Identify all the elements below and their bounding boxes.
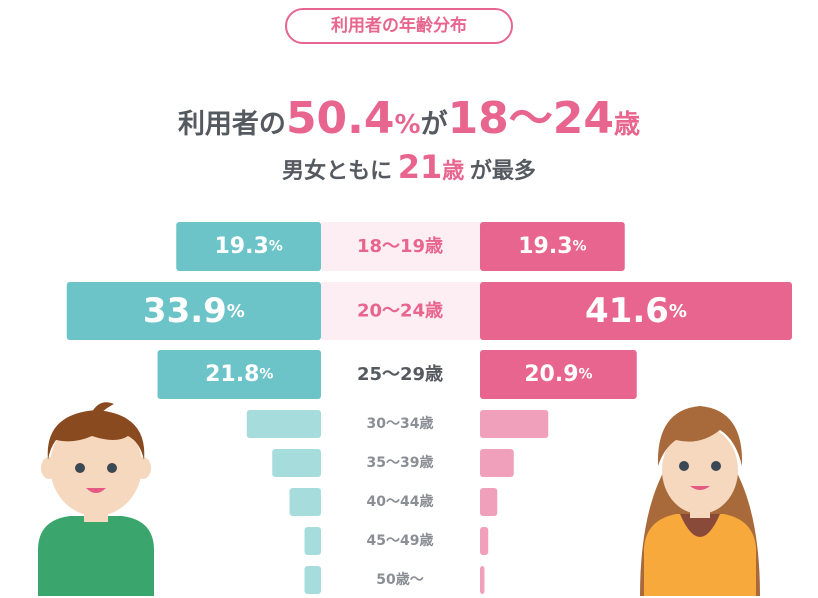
category-label-6: 45〜49歳 bbox=[367, 532, 434, 549]
category-label-4: 35〜39歳 bbox=[367, 454, 434, 471]
left-bar-4 bbox=[272, 449, 321, 477]
right-bar-1 bbox=[480, 282, 792, 340]
right-bar-5 bbox=[480, 488, 498, 516]
category-label-3: 30〜34歳 bbox=[367, 415, 434, 432]
right-bar-0 bbox=[480, 222, 625, 271]
left-bar-3 bbox=[246, 410, 321, 438]
headline-value: 50.4 bbox=[285, 93, 395, 144]
headline-part1: 利用者の bbox=[177, 109, 286, 140]
category-label-2: 25〜29歳 bbox=[357, 364, 443, 385]
right-bar-4 bbox=[480, 449, 514, 477]
subheadline-part1: 男女ともに bbox=[282, 159, 393, 184]
right-bar-7 bbox=[480, 566, 485, 594]
left-value-label-0: 19.3% bbox=[214, 234, 282, 259]
subheadline: 男女ともに 21歳 が最多 bbox=[0, 148, 818, 186]
headline-unit: % bbox=[394, 110, 421, 140]
left-bar-1 bbox=[66, 282, 321, 340]
category-label-5: 40〜44歳 bbox=[367, 493, 434, 510]
category-label-bg-1 bbox=[321, 282, 480, 340]
headline-range: 18〜24 bbox=[447, 93, 615, 144]
category-label-7: 50歳〜 bbox=[376, 571, 423, 588]
category-label-0: 18〜19歳 bbox=[357, 236, 443, 257]
right-value-label-0: 19.3% bbox=[518, 234, 586, 259]
right-bar-2 bbox=[480, 350, 637, 399]
headline-part2: が bbox=[420, 109, 448, 140]
left-value-label-2: 21.8% bbox=[205, 362, 273, 387]
left-bar-2 bbox=[157, 350, 321, 399]
left-bar-6 bbox=[304, 527, 321, 555]
left-bar-0 bbox=[176, 222, 321, 271]
female-avatar-icon bbox=[640, 406, 760, 596]
headline-age-unit: 歳 bbox=[614, 110, 641, 140]
left-bar-5 bbox=[289, 488, 321, 516]
male-avatar-icon bbox=[38, 402, 154, 596]
category-label-1: 20〜24歳 bbox=[357, 301, 443, 322]
subheadline-part2: が最多 bbox=[469, 159, 536, 184]
headline: 利用者の50.4%が18〜24歳 bbox=[0, 82, 818, 146]
subheadline-value: 21 bbox=[397, 148, 443, 186]
left-bar-7 bbox=[304, 566, 321, 594]
right-bar-6 bbox=[480, 527, 489, 555]
section-badge: 利用者の年齢分布 bbox=[285, 8, 513, 44]
right-bar-3 bbox=[480, 410, 549, 438]
subheadline-age-unit: 歳 bbox=[442, 159, 465, 184]
category-label-bg-0 bbox=[321, 222, 480, 271]
